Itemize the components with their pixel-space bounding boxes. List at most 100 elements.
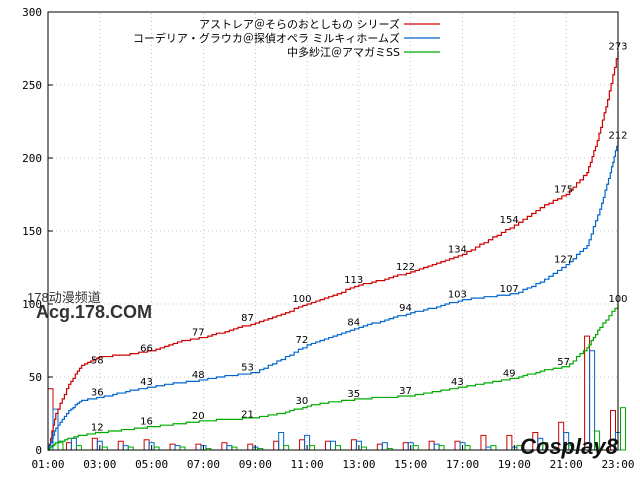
hour-bar (75, 445, 82, 451)
hour-bar (309, 445, 316, 451)
x-axis-ticks: 01:00 03:00 05:00 07:00 09:00 11:00 13:00 15:00… (31, 445, 635, 471)
hour-bar (169, 443, 176, 451)
watermark-cosplay8: Cosplay8 (520, 434, 618, 459)
hour-bar (376, 443, 383, 451)
data-label: 35 (347, 389, 360, 400)
data-label: 134 (448, 244, 467, 255)
hour-bar (480, 434, 487, 451)
hour-bar (57, 442, 64, 451)
y-tick-label: 0 (35, 444, 42, 457)
hour-bar (117, 440, 124, 451)
hour-bar (226, 445, 233, 451)
hour-bar (122, 445, 129, 451)
hour-bar (273, 440, 280, 451)
x-tick-label: 03:00 (83, 458, 116, 471)
data-label: 72 (296, 335, 309, 346)
x-tick-label: 13:00 (342, 458, 375, 471)
data-label: 94 (399, 303, 412, 314)
hour-bar (428, 440, 435, 451)
hour-bar (454, 440, 461, 451)
hour-bar (412, 445, 419, 451)
data-label: 37 (399, 386, 412, 397)
x-tick-label: 11:00 (291, 458, 324, 471)
hour-bar (325, 440, 331, 451)
hour-bar (221, 442, 228, 451)
y-tick-label: 150 (22, 225, 42, 238)
hour-bar (278, 431, 285, 451)
data-label: 66 (140, 344, 153, 355)
x-tick-label: 19:00 (498, 458, 531, 471)
y-tick-label: 250 (22, 79, 42, 92)
data-label: 58 (91, 355, 104, 366)
hour-bar (65, 442, 72, 451)
x-tick-label: 05:00 (135, 458, 168, 471)
hour-bar (174, 445, 181, 451)
hour-bar (490, 445, 497, 451)
x-tick-label: 21:00 (550, 458, 583, 471)
hour-bar (195, 443, 202, 451)
data-label: 43 (451, 377, 464, 388)
watermark-178-url: Acg.178.COM (36, 302, 153, 322)
x-tick-label: 23:00 (601, 458, 634, 471)
series-line (48, 140, 619, 451)
series-line (48, 304, 619, 451)
data-label: 49 (503, 368, 516, 379)
y-axis-ticks: 0 50 100 150 200 250 300 (22, 6, 53, 457)
hour-bar (299, 439, 306, 451)
x-tick-label: 01:00 (31, 458, 64, 471)
data-label: 127 (554, 255, 573, 266)
hour-bar (91, 437, 98, 451)
hour-bar (247, 443, 254, 451)
data-label: 122 (396, 262, 415, 273)
hour-bar (584, 335, 591, 451)
hour-bar (620, 407, 626, 451)
data-label: 103 (448, 290, 467, 301)
legend-label: コーデリア・グラウカ＠探偵オペラ ミルキィホームズ (133, 31, 400, 45)
x-tick-label: 07:00 (187, 458, 220, 471)
series-lines (48, 51, 619, 451)
data-label: 77 (192, 328, 205, 339)
hour-bar (506, 434, 513, 451)
data-label: 84 (347, 317, 360, 328)
y-tick-label: 300 (22, 6, 42, 19)
watermark-178-text: 178动漫频道 (27, 290, 101, 305)
hour-bar (464, 445, 471, 451)
data-label: 36 (91, 387, 104, 398)
hour-bar (335, 445, 341, 451)
data-label: 175 (554, 185, 573, 196)
data-label: 48 (192, 370, 205, 381)
y-tick-label: 50 (29, 371, 42, 384)
hour-bar (70, 437, 77, 451)
data-label: 21 (241, 409, 254, 420)
chart-grid (48, 12, 618, 450)
data-label: 113 (344, 275, 363, 286)
data-label: 53 (241, 363, 254, 374)
data-label: 16 (140, 417, 153, 428)
data-label: 154 (500, 215, 519, 226)
hour-bar (350, 439, 357, 451)
data-label: 57 (557, 357, 570, 368)
hour-bar (283, 445, 290, 451)
hour-bar (143, 439, 150, 451)
data-label: 12 (91, 422, 104, 433)
legend-label: アストレア＠そらのおとしもの シリーズ (199, 17, 400, 31)
hour-bar (402, 442, 409, 451)
legend-label: 中多紗江＠アマガミSS (287, 45, 400, 59)
data-label: 30 (296, 396, 309, 407)
data-label: 87 (241, 313, 254, 324)
hour-bar (438, 445, 445, 451)
y-tick-label: 100 (22, 298, 42, 311)
x-tick-label: 15:00 (394, 458, 427, 471)
hour-bar (433, 443, 440, 451)
x-tick-label: 17:00 (446, 458, 479, 471)
data-label: 107 (500, 284, 519, 295)
y-tick-label: 200 (22, 152, 42, 165)
hour-bar (330, 440, 336, 451)
hour-bar (381, 442, 388, 451)
data-label: 43 (140, 377, 153, 388)
data-label: 100 (292, 294, 311, 305)
data-label: 20 (192, 411, 205, 422)
series-line (48, 51, 619, 451)
